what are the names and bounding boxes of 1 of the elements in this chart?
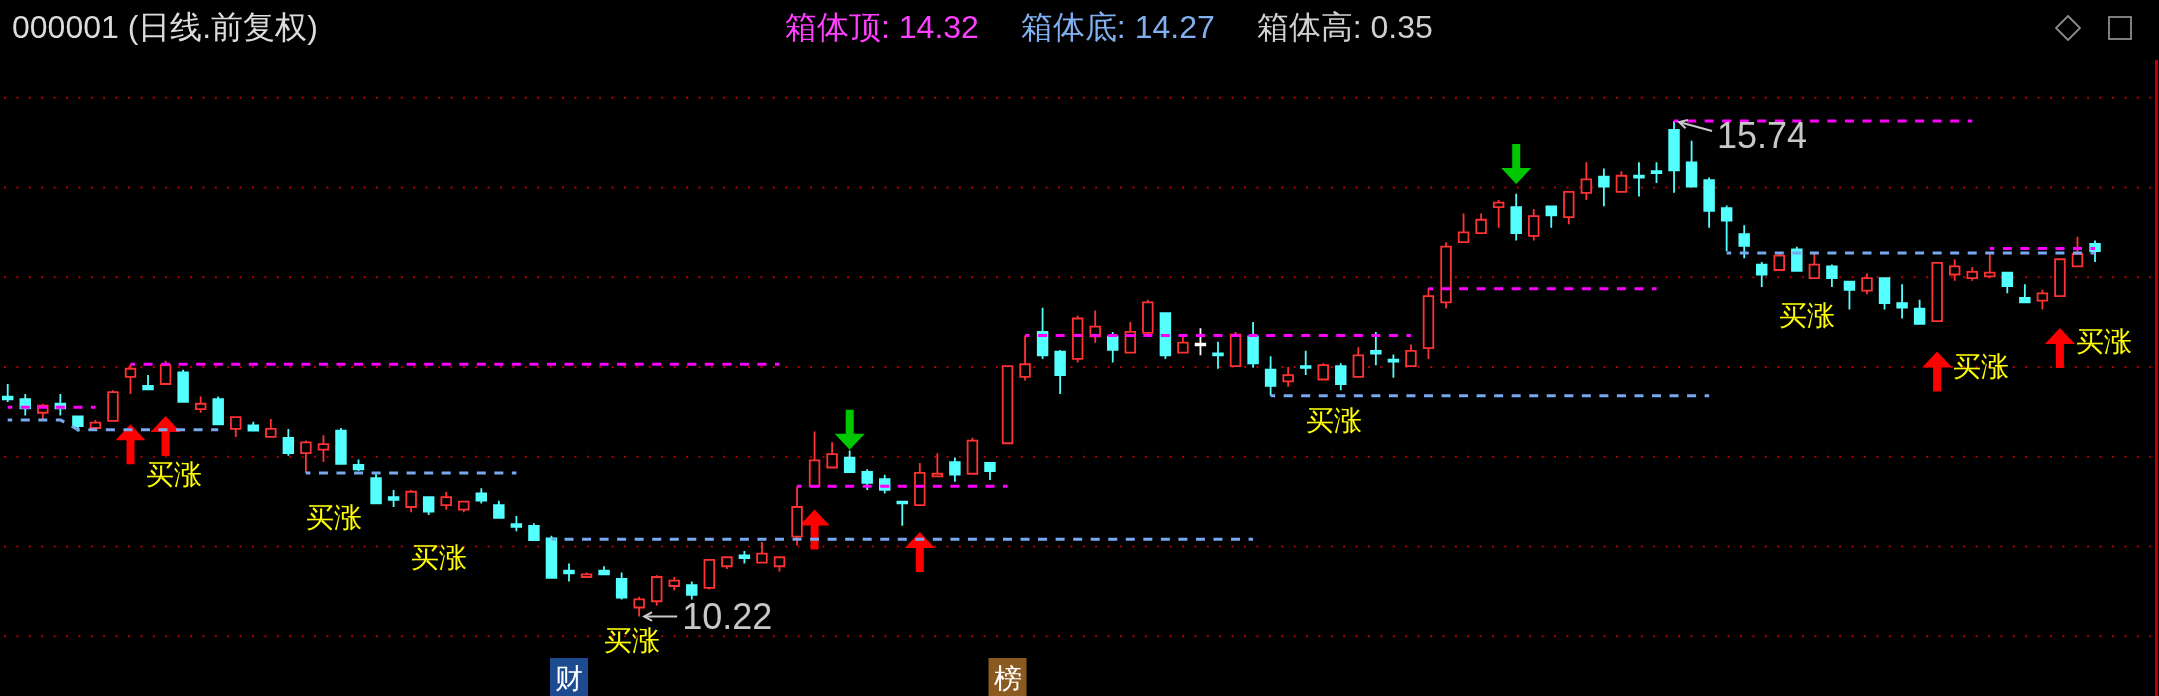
title: 000001 (日线.前复权) — [12, 9, 318, 45]
